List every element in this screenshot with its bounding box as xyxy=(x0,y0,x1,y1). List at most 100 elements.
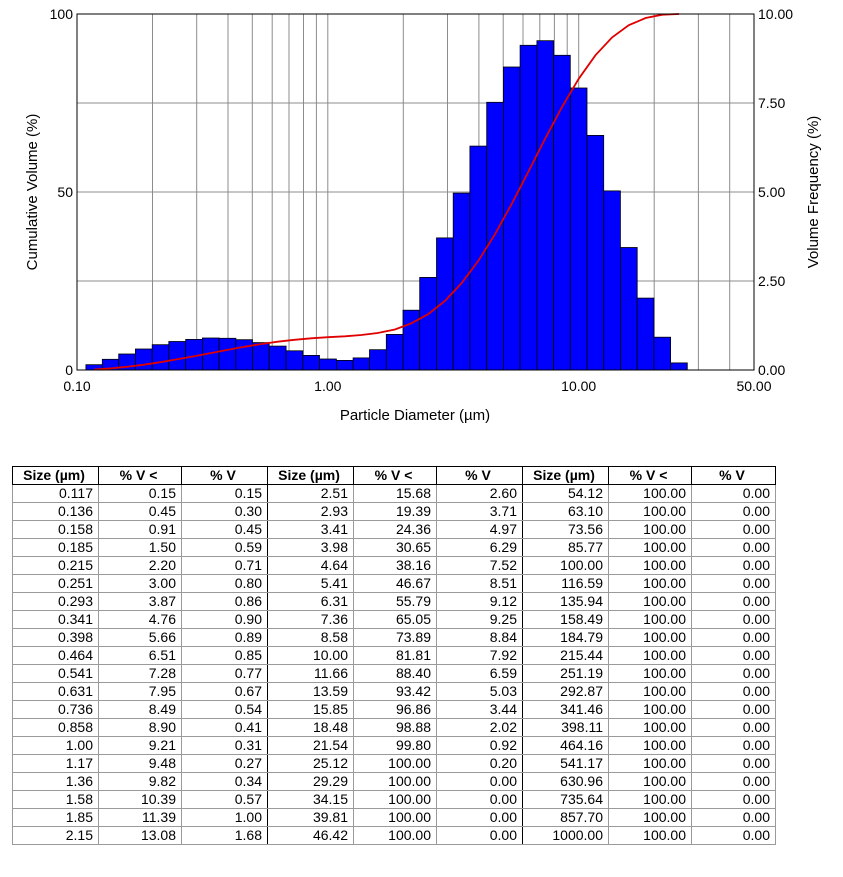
table-cell: 81.81 xyxy=(353,646,437,665)
frequency-bar xyxy=(419,276,438,371)
table-row: 1.36 9.82 0.34 29.29 100.00 0.00 630.96 100.00 0… xyxy=(12,772,776,791)
table-cell: 0.90 xyxy=(181,610,268,629)
table-cell: 1.50 xyxy=(98,538,182,557)
table-row: 0.398 5.66 0.89 8.58 73.89 8.84 184.79 100.00 0.… xyxy=(12,628,776,647)
frequency-bar xyxy=(452,192,471,371)
table-cell: 24.36 xyxy=(353,520,437,539)
table-cell: 100.00 xyxy=(608,520,692,539)
table-cell: 0.45 xyxy=(98,502,182,521)
table-cell: 0.215 xyxy=(12,556,99,575)
table-cell: 630.96 xyxy=(522,772,609,791)
y-tick-label: 50 xyxy=(57,184,73,200)
table-row: 1.17 9.48 0.27 25.12 100.00 0.20 541.17 100.00 0… xyxy=(12,754,776,773)
table-cell: 4.64 xyxy=(267,556,354,575)
table-cell: 0.00 xyxy=(436,826,523,845)
table-cell: 25.12 xyxy=(267,754,354,773)
frequency-bar xyxy=(335,359,354,371)
table-cell: 0.92 xyxy=(436,736,523,755)
y-tick-label: 100 xyxy=(50,6,74,22)
table-cell: 0.45 xyxy=(181,520,268,539)
table-cell: 0.251 xyxy=(12,574,99,593)
frequency-bar xyxy=(385,333,404,371)
frequency-bar xyxy=(369,349,387,371)
y2-tick-label: 7.50 xyxy=(758,95,785,111)
table-cell: 10.39 xyxy=(98,790,182,809)
table-cell: 15.85 xyxy=(267,700,354,719)
table-cell: 215.44 xyxy=(522,646,609,665)
table-cell: 100.00 xyxy=(608,790,692,809)
table-cell: 100.00 xyxy=(608,664,692,683)
table-cell: 735.64 xyxy=(522,790,609,809)
table-row: 1.85 11.39 1.00 39.81 100.00 0.00 857.70 100.00… xyxy=(12,808,776,827)
table-cell: 100.00 xyxy=(353,772,437,791)
table-cell: 55.79 xyxy=(353,592,437,611)
table-cell: 0.41 xyxy=(181,718,268,737)
table-cell: 0.00 xyxy=(436,790,523,809)
table-cell: 0.71 xyxy=(181,556,268,575)
column-header: Size (µm) xyxy=(522,466,609,485)
table-cell: 0.00 xyxy=(691,736,776,755)
table-row: 0.117 0.15 0.15 2.51 15.68 2.60 54.12 100.00 0.0… xyxy=(12,484,776,503)
table-cell: 0.86 xyxy=(181,592,268,611)
table-cell: 100.00 xyxy=(353,790,437,809)
table-cell: 34.15 xyxy=(267,790,354,809)
table-cell: 0.89 xyxy=(181,628,268,647)
table-cell: 0.30 xyxy=(181,502,268,521)
table-cell: 9.25 xyxy=(436,610,523,629)
table-cell: 5.03 xyxy=(436,682,523,701)
table-cell: 135.94 xyxy=(522,592,609,611)
table-cell: 0.00 xyxy=(691,682,776,701)
table-cell: 0.34 xyxy=(181,772,268,791)
frequency-bar xyxy=(285,350,304,371)
table-row: 1.58 10.39 0.57 34.15 100.00 0.00 735.64 100.00… xyxy=(12,790,776,809)
table-cell: 100.00 xyxy=(608,502,692,521)
frequency-bar xyxy=(352,357,370,371)
table-cell: 29.29 xyxy=(267,772,354,791)
table-cell: 13.08 xyxy=(98,826,182,845)
y-tick-label: 0 xyxy=(65,362,73,378)
cumulative-curve xyxy=(94,13,680,371)
table-cell: 85.77 xyxy=(522,538,609,557)
table-cell: 10.00 xyxy=(267,646,354,665)
table-cell: 184.79 xyxy=(522,628,609,647)
table-row: 0.293 3.87 0.86 6.31 55.79 9.12 135.94 100.00 0.… xyxy=(12,592,776,611)
x-tick-label: 0.10 xyxy=(63,378,90,394)
table-cell: 73.89 xyxy=(353,628,437,647)
table-cell: 9.12 xyxy=(436,592,523,611)
frequency-bar xyxy=(519,44,538,371)
table-cell: 0.136 xyxy=(12,502,99,521)
table-cell: 100.00 xyxy=(608,736,692,755)
table-cell: 100.00 xyxy=(522,556,609,575)
particle-size-table: Size (µm)% V <% V Size (µm)% V <% V Size (… xyxy=(12,466,776,845)
plot-frame xyxy=(76,13,755,371)
x-tick-label: 1.00 xyxy=(314,378,341,394)
table-cell: 100.00 xyxy=(608,772,692,791)
frequency-bar xyxy=(536,40,555,371)
column-header: % V xyxy=(436,466,523,485)
table-cell: 100.00 xyxy=(608,682,692,701)
table-cell: 0.464 xyxy=(12,646,99,665)
frequency-bar xyxy=(603,190,621,371)
table-cell: 292.87 xyxy=(522,682,609,701)
table-cell: 7.36 xyxy=(267,610,354,629)
table-cell: 0.00 xyxy=(691,646,776,665)
table-cell: 46.67 xyxy=(353,574,437,593)
frequency-bar xyxy=(218,337,237,371)
x-tick-label: 50.00 xyxy=(736,378,771,394)
table-cell: 0.293 xyxy=(12,592,99,611)
y2-tick-label: 0.00 xyxy=(758,362,785,378)
table-cell: 0.341 xyxy=(12,610,99,629)
table-cell: 0.00 xyxy=(691,484,776,503)
table-cell: 100.00 xyxy=(608,610,692,629)
table-cell: 0.00 xyxy=(691,610,776,629)
table-cell: 100.00 xyxy=(608,628,692,647)
table-cell: 38.16 xyxy=(353,556,437,575)
table-cell: 0.57 xyxy=(181,790,268,809)
table-cell: 100.00 xyxy=(608,592,692,611)
table-cell: 8.49 xyxy=(98,700,182,719)
table-cell: 21.54 xyxy=(267,736,354,755)
table-cell: 9.82 xyxy=(98,772,182,791)
table-cell: 54.12 xyxy=(522,484,609,503)
table-cell: 1.00 xyxy=(181,808,268,827)
table-cell: 0.736 xyxy=(12,700,99,719)
